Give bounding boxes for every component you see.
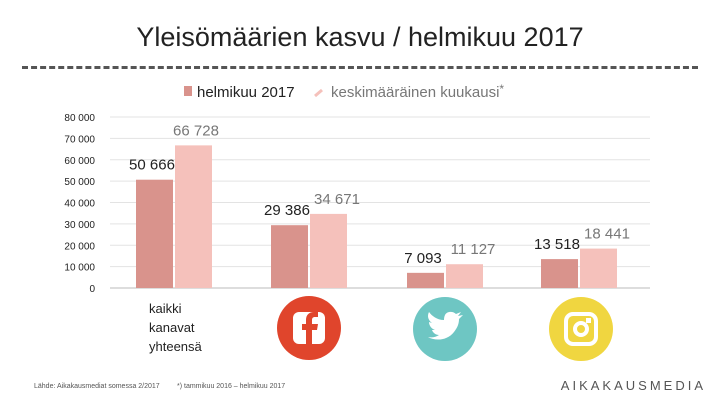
data-label: 29 386	[264, 202, 310, 219]
bar	[271, 225, 308, 288]
footnote: *) tammikuu 2016 – helmikuu 2017	[177, 383, 286, 390]
bar	[310, 213, 347, 288]
source-note: Lähde: Aikakausmediat somessa 2/2017	[34, 383, 160, 390]
y-tick-label: 40 000	[64, 199, 95, 210]
bar	[136, 179, 173, 288]
legend-label-keskimaarainen: keskimääräinen kuukausi*	[331, 82, 504, 101]
twitter-icon	[413, 297, 477, 361]
data-label: 7 093	[404, 250, 442, 267]
y-tick-label: 10 000	[64, 263, 95, 274]
data-label: 13 518	[534, 236, 580, 253]
category-label-line-1: kaikki	[149, 301, 182, 316]
bar	[407, 272, 444, 288]
legend-label-helmikuu: helmikuu 2017	[197, 84, 295, 101]
y-tick-label: 60 000	[64, 156, 95, 167]
data-label: 18 441	[584, 226, 630, 243]
bar	[580, 248, 617, 288]
brand-logo: AIKAKAUSMEDIA	[560, 378, 706, 393]
legend-swatch-keskimaarainen	[314, 88, 323, 98]
category-label-all: kaikki kanavat yhteensä	[149, 301, 203, 354]
y-tick-label: 20 000	[64, 241, 95, 252]
title-divider	[22, 66, 698, 69]
legend-swatch-helmikuu	[184, 86, 192, 96]
category-label-line-3: yhteensä	[149, 339, 203, 354]
bar	[541, 259, 578, 288]
data-label: 34 671	[314, 191, 360, 208]
y-tick-label: 30 000	[64, 220, 95, 231]
y-tick-label: 50 000	[64, 177, 95, 188]
y-tick-label: 80 000	[64, 113, 95, 124]
data-label: 50 666	[129, 157, 175, 174]
instagram-icon	[549, 297, 613, 361]
y-tick-label: 70 000	[64, 134, 95, 145]
data-label: 66 728	[173, 122, 219, 139]
bar	[446, 264, 483, 288]
y-tick-label: 0	[89, 284, 95, 295]
page-title: Yleisömäärien kasvu / helmikuu 2017	[136, 22, 584, 52]
data-label: 11 127	[451, 241, 496, 258]
bar	[175, 145, 212, 288]
facebook-icon	[277, 296, 341, 360]
category-label-line-2: kanavat	[149, 320, 195, 335]
